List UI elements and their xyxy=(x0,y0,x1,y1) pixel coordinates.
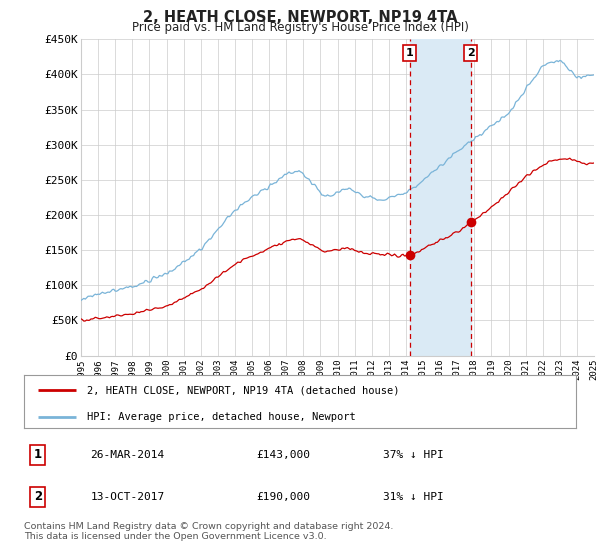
Text: 2, HEATH CLOSE, NEWPORT, NP19 4TA: 2, HEATH CLOSE, NEWPORT, NP19 4TA xyxy=(143,10,457,25)
Text: £190,000: £190,000 xyxy=(256,492,310,502)
Bar xyxy=(410,39,471,356)
Text: Price paid vs. HM Land Registry's House Price Index (HPI): Price paid vs. HM Land Registry's House … xyxy=(131,21,469,34)
Text: 13-OCT-2017: 13-OCT-2017 xyxy=(90,492,164,502)
Text: HPI: Average price, detached house, Newport: HPI: Average price, detached house, Newp… xyxy=(88,412,356,422)
Text: Contains HM Land Registry data © Crown copyright and database right 2024.
This d: Contains HM Land Registry data © Crown c… xyxy=(24,522,394,542)
Text: 1: 1 xyxy=(34,449,42,461)
Text: 26-MAR-2014: 26-MAR-2014 xyxy=(90,450,164,460)
Text: 31% ↓ HPI: 31% ↓ HPI xyxy=(383,492,443,502)
Text: 1: 1 xyxy=(406,48,414,58)
Text: £143,000: £143,000 xyxy=(256,450,310,460)
Text: 2, HEATH CLOSE, NEWPORT, NP19 4TA (detached house): 2, HEATH CLOSE, NEWPORT, NP19 4TA (detac… xyxy=(88,385,400,395)
Text: 37% ↓ HPI: 37% ↓ HPI xyxy=(383,450,443,460)
Text: 2: 2 xyxy=(34,491,42,503)
Text: 2: 2 xyxy=(467,48,475,58)
